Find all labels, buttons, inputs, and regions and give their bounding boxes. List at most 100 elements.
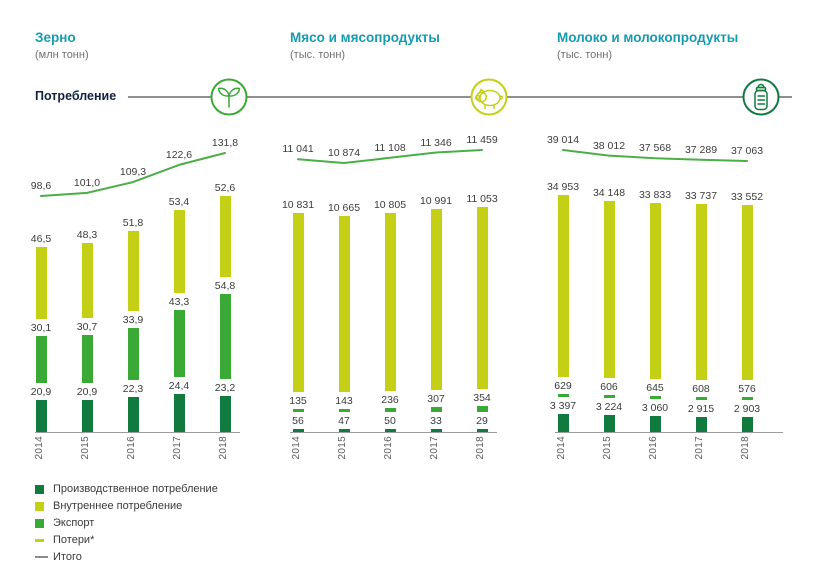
total-value-label: 11 459	[466, 134, 498, 146]
bar-segment-export	[173, 310, 185, 378]
bar-segment-domestic	[35, 246, 47, 319]
legend-label-total: Итого	[53, 551, 82, 563]
legend-item-production: Производственное потребление	[35, 483, 218, 495]
bar-segment-domestic	[476, 206, 488, 390]
bar-segment-export	[35, 336, 47, 383]
legend-swatch-losses	[35, 538, 44, 542]
bar-segment-domestic	[649, 202, 661, 379]
bar-segment-production	[35, 399, 47, 432]
year-tick-label: 2016	[126, 436, 137, 460]
bar-value-label: 34 953	[546, 181, 580, 194]
bar-segment-export	[649, 395, 661, 400]
bar-segment-domestic	[127, 230, 139, 311]
consumption-row-label: Потребление	[35, 89, 117, 103]
bar-value-label: 53,4	[168, 196, 190, 209]
panel-subtitle-grain: (млн тонн)	[35, 49, 89, 61]
bar-value-label: 10 805	[373, 198, 407, 211]
bar-value-label: 645	[646, 381, 664, 394]
bar-value-label: 2 915	[687, 402, 715, 415]
legend-swatch-export	[35, 518, 44, 528]
consumption-axis-line	[128, 96, 792, 98]
bar-value-label: 24,4	[168, 380, 190, 393]
year-tick-label: 2017	[429, 436, 440, 460]
year-tick-label: 2015	[337, 436, 348, 460]
bar-value-label: 51,8	[122, 216, 144, 229]
bar-segment-production	[603, 415, 615, 432]
bar-segment-production	[127, 397, 139, 432]
bar-value-label: 20,9	[76, 385, 98, 398]
bar-segment-production	[430, 429, 442, 432]
panel-subtitle-milk: (тыс. тонн)	[557, 49, 613, 61]
bar-value-label: 11 053	[466, 192, 498, 205]
bar-segment-export	[81, 335, 93, 383]
legend-label-domestic: Внутреннее потребление	[53, 500, 183, 512]
bar-segment-production	[695, 416, 707, 432]
bar-segment-domestic	[384, 212, 396, 392]
bar-segment-production	[557, 414, 569, 432]
bar-segment-export	[127, 327, 139, 381]
year-tick-label: 2017	[694, 436, 705, 460]
legend-label-export: Экспорт	[53, 517, 95, 529]
bar-segment-domestic	[695, 204, 707, 380]
total-value-label: 122,6	[165, 148, 193, 161]
bar-value-label: 43,3	[168, 296, 190, 309]
year-tick-label: 2018	[475, 436, 486, 460]
bar-segment-domestic	[338, 216, 350, 392]
axis-line	[290, 432, 497, 433]
bar-value-label: 33,9	[122, 313, 144, 326]
bar-segment-production	[476, 429, 488, 432]
bar-segment-export	[557, 394, 569, 398]
total-value-label: 11 346	[420, 136, 452, 149]
bar-segment-export	[695, 396, 707, 400]
bar-value-label: 47	[338, 415, 350, 427]
bar-value-label: 307	[427, 392, 445, 405]
bar-value-label: 3 060	[641, 402, 669, 415]
bar-segment-domestic	[173, 210, 185, 294]
bar-segment-domestic	[292, 213, 304, 392]
bar-value-label: 10 831	[281, 199, 315, 212]
bar-segment-domestic	[430, 208, 442, 390]
bar-value-label: 143	[335, 395, 353, 407]
legend: Производственное потребление Внутреннее …	[35, 483, 218, 563]
bar-segment-production	[649, 416, 661, 432]
legend-item-losses: Потери*	[35, 534, 218, 546]
bar-value-label: 20,9	[30, 385, 52, 398]
bar-segment-production	[173, 394, 185, 432]
total-value-label: 109,3	[119, 166, 147, 179]
panel-subtitle-meat: (тыс. тонн)	[290, 49, 346, 61]
legend-swatch-production	[35, 484, 44, 494]
bar-value-label: 23,2	[214, 382, 236, 394]
bar-value-label: 34 148	[592, 186, 626, 199]
bar-value-label: 606	[600, 381, 618, 394]
bar-segment-production	[741, 416, 753, 432]
bar-segment-domestic	[557, 195, 569, 378]
bar-segment-domestic	[603, 200, 615, 379]
bar-value-label: 236	[381, 394, 399, 407]
panel-title-milk: Молоко и молокопродукты	[557, 30, 739, 45]
bar-segment-domestic	[741, 205, 753, 380]
total-value-label: 101,0	[73, 176, 101, 189]
bar-segment-export	[741, 396, 753, 400]
bar-segment-production	[219, 396, 231, 432]
bar-segment-export	[219, 294, 231, 379]
year-tick-label: 2018	[740, 436, 751, 460]
bar-value-label: 29	[476, 415, 488, 427]
bar-segment-production	[81, 399, 93, 432]
bar-segment-export	[384, 408, 396, 412]
year-tick-label: 2014	[34, 436, 45, 460]
bar-segment-production	[384, 429, 396, 432]
year-tick-label: 2015	[80, 436, 91, 460]
legend-item-total: Итого	[35, 551, 218, 563]
bar-segment-domestic	[81, 243, 93, 319]
bar-value-label: 576	[738, 382, 756, 395]
year-tick-label: 2018	[218, 436, 229, 460]
legend-swatch-total	[35, 556, 48, 558]
year-tick-label: 2014	[291, 436, 302, 460]
axis-line	[555, 432, 783, 433]
bar-value-label: 54,8	[214, 280, 236, 293]
year-tick-label: 2017	[172, 436, 183, 460]
bar-value-label: 30,1	[30, 322, 52, 334]
bar-segment-export	[603, 395, 615, 399]
bar-value-label: 135	[289, 395, 307, 407]
bar-value-label: 3 224	[595, 401, 623, 414]
